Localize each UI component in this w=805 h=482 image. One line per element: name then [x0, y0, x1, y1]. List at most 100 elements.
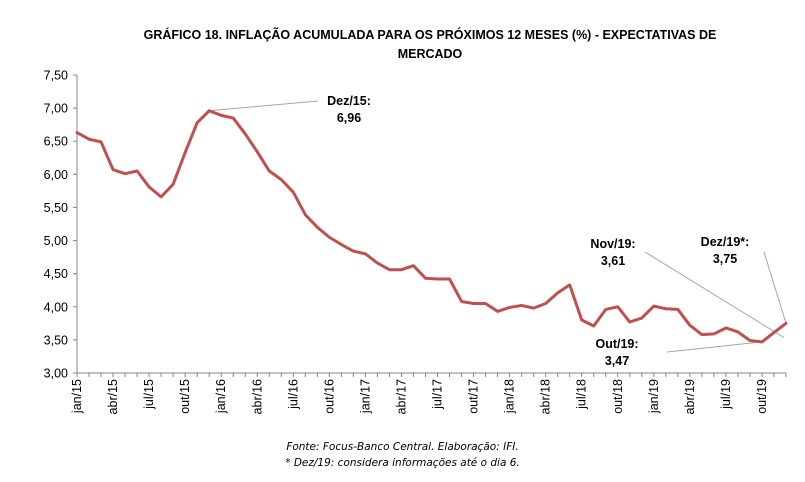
data-point — [340, 243, 343, 246]
data-point — [785, 322, 788, 325]
x-tick-label: abr/17 — [394, 379, 408, 414]
annotation-value: 3,75 — [713, 252, 737, 266]
data-point — [328, 236, 331, 239]
data-point — [592, 324, 595, 327]
chart-title-line-2: MERCADO — [397, 47, 463, 61]
data-point — [76, 131, 79, 134]
y-tick-label: 6,00 — [44, 168, 68, 182]
data-point — [772, 331, 775, 334]
y-tick-label: 5,50 — [44, 201, 68, 215]
data-point — [124, 172, 127, 175]
annotation-value: 6,96 — [337, 111, 361, 125]
data-point — [316, 226, 319, 229]
data-point — [472, 302, 475, 305]
x-tick-label: jan/16 — [214, 379, 228, 414]
data-point — [508, 306, 511, 309]
data-point — [568, 283, 571, 286]
data-point — [724, 326, 727, 329]
data-point — [184, 151, 187, 154]
data-point — [436, 277, 439, 280]
series-line — [75, 109, 788, 344]
data-point — [424, 277, 427, 280]
x-tick-label: out/16 — [322, 379, 336, 414]
data-point — [736, 330, 739, 333]
data-point — [232, 117, 235, 120]
footnote: * Dez/19: considera informações até o di… — [285, 457, 520, 469]
data-point — [388, 268, 391, 271]
data-point — [700, 333, 703, 336]
data-point — [160, 195, 163, 198]
annotation-leader-line — [666, 341, 763, 353]
annotation-leader-line — [644, 251, 785, 339]
data-point — [304, 213, 307, 216]
data-point — [556, 291, 559, 294]
data-point — [616, 305, 619, 308]
data-point — [256, 150, 259, 153]
data-point — [100, 140, 103, 143]
x-tick-label: jul/17 — [431, 379, 445, 410]
x-tick-label: jan/19 — [647, 379, 661, 414]
data-point — [220, 114, 223, 117]
y-tick-label: 7,50 — [44, 69, 68, 83]
y-tick-label: 3,50 — [44, 333, 68, 347]
x-tick-label: jan/18 — [503, 379, 517, 414]
data-point — [196, 121, 199, 124]
data-point — [664, 307, 667, 310]
data-point — [112, 168, 115, 171]
x-tick-label: jul/16 — [286, 379, 300, 410]
data-point — [280, 178, 283, 181]
annotation-label: Nov/19: — [590, 237, 635, 251]
y-tick-label: 5,00 — [44, 234, 68, 248]
x-tick-label: abr/16 — [250, 379, 264, 414]
data-point — [676, 308, 679, 311]
x-tick-label: jul/19 — [719, 379, 733, 410]
data-point — [136, 170, 139, 173]
x-tick-label: jan/17 — [358, 379, 372, 414]
data-point — [400, 268, 403, 271]
annotation-value: 3,47 — [605, 354, 629, 368]
data-point — [484, 302, 487, 305]
data-point — [412, 264, 415, 267]
y-tick-label: 4,00 — [44, 300, 68, 314]
y-tick-label: 4,50 — [44, 267, 68, 281]
x-tick-label: abr/15 — [106, 379, 120, 414]
data-point — [292, 191, 295, 194]
chart-title-line-1: GRÁFICO 18. INFLAÇÃO ACUMULADA PARA OS P… — [143, 28, 717, 42]
annotation-label: Out/19: — [595, 337, 638, 351]
source-note: Fonte: Focus-Banco Central. Elaboração: … — [286, 441, 519, 453]
data-point — [532, 307, 535, 310]
data-point — [688, 324, 691, 327]
data-point — [640, 317, 643, 320]
data-point — [628, 321, 631, 324]
data-point — [448, 277, 451, 280]
data-point — [712, 332, 715, 335]
data-point — [244, 132, 247, 135]
data-point — [172, 183, 175, 186]
x-tick-label: jan/15 — [70, 379, 84, 414]
chart-title: GRÁFICO 18. INFLAÇÃO ACUMULADA PARA OS P… — [100, 26, 760, 64]
annotation-leader-line — [209, 100, 319, 112]
y-tick-label: 3,00 — [44, 367, 68, 381]
data-point — [364, 252, 367, 255]
x-tick-label: out/19 — [755, 379, 769, 414]
data-point — [604, 308, 607, 311]
data-point — [460, 300, 463, 303]
annotation-leader-line — [763, 251, 787, 324]
y-tick-label: 6,50 — [44, 135, 68, 149]
data-point — [760, 340, 763, 343]
data-point — [88, 138, 91, 141]
data-point — [544, 302, 547, 305]
x-tick-label: abr/19 — [683, 379, 697, 414]
annotation-label: Dez/19*: — [701, 235, 750, 249]
x-tick-label: out/18 — [611, 379, 625, 414]
data-point — [376, 262, 379, 265]
data-point — [520, 304, 523, 307]
annotation-value: 3,61 — [601, 254, 625, 268]
data-point — [208, 109, 211, 112]
x-tick-label: out/17 — [467, 379, 481, 414]
data-point — [148, 185, 151, 188]
data-point — [580, 319, 583, 322]
x-tick-label: jul/18 — [575, 379, 589, 410]
data-point — [496, 310, 499, 313]
